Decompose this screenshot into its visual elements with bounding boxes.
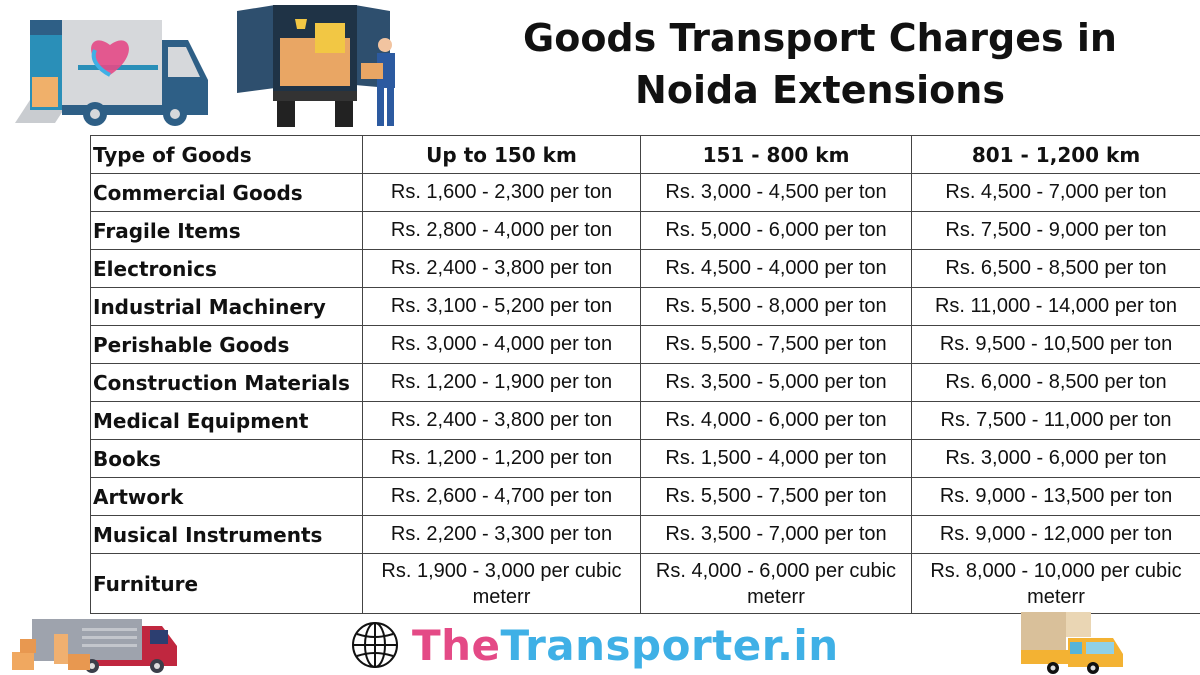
rate-cell: Rs. 5,500 - 8,000 per ton (640, 287, 912, 326)
column-header-801-1200: 801 - 1,200 km (911, 135, 1200, 174)
globe-icon (352, 622, 398, 668)
goods-type-cell: Commercial Goods (90, 173, 363, 212)
brand-name-part-2: Transporter.in (500, 620, 839, 670)
goods-type-cell: Industrial Machinery (90, 287, 363, 326)
page-title: Goods Transport Charges in Noida Extensi… (470, 12, 1170, 116)
rate-cell: Rs. 1,900 - 3,000 per cubic meterr (362, 553, 641, 614)
column-header-type: Type of Goods (90, 135, 363, 174)
table-row: Books Rs. 1,200 - 1,200 per ton Rs. 1,50… (90, 439, 1200, 478)
goods-type-cell: Musical Instruments (90, 515, 363, 554)
rate-cell: Rs. 3,000 - 4,500 per ton (640, 173, 912, 212)
page-title-line-1: Goods Transport Charges in (523, 16, 1117, 60)
rate-cell: Rs. 1,200 - 1,200 per ton (362, 439, 641, 478)
rate-cell: Rs. 8,000 - 10,000 per cubic meterr (911, 553, 1200, 614)
goods-type-cell: Medical Equipment (90, 401, 363, 440)
rate-cell: Rs. 5,000 - 6,000 per ton (640, 211, 912, 250)
table-row: Construction Materials Rs. 1,200 - 1,900… (90, 363, 1200, 402)
rate-cell: Rs. 2,400 - 3,800 per ton (362, 249, 641, 288)
column-header-151-800: 151 - 800 km (640, 135, 912, 174)
rate-cell: Rs. 4,000 - 6,000 per ton (640, 401, 912, 440)
rate-cell: Rs. 4,500 - 4,000 per ton (640, 249, 912, 288)
table-row: Artwork Rs. 2,600 - 4,700 per ton Rs. 5,… (90, 477, 1200, 516)
rate-cell: Rs. 5,500 - 7,500 per ton (640, 477, 912, 516)
rate-cell: Rs. 1,500 - 4,000 per ton (640, 439, 912, 478)
rate-cell: Rs. 2,600 - 4,700 per ton (362, 477, 641, 516)
table-row: Fragile Items Rs. 2,800 - 4,000 per ton … (90, 211, 1200, 250)
rate-cell: Rs. 7,500 - 11,000 per ton (911, 401, 1200, 440)
rate-cell: Rs. 3,500 - 5,000 per ton (640, 363, 912, 402)
rate-cell: Rs. 3,000 - 4,000 per ton (362, 325, 641, 364)
brand-name-part-1: The (412, 620, 501, 670)
rate-cell: Rs. 1,600 - 2,300 per ton (362, 173, 641, 212)
page-title-line-2: Noida Extensions (635, 68, 1005, 112)
goods-type-cell: Perishable Goods (90, 325, 363, 364)
table-row: Furniture Rs. 1,900 - 3,000 per cubic me… (90, 553, 1200, 614)
table-row: Medical Equipment Rs. 2,400 - 3,800 per … (90, 401, 1200, 440)
goods-type-cell: Fragile Items (90, 211, 363, 250)
rate-cell: Rs. 4,000 - 6,000 per cubic meterr (640, 553, 912, 614)
rate-cell: Rs. 7,500 - 9,000 per ton (911, 211, 1200, 250)
table-row: Musical Instruments Rs. 2,200 - 3,300 pe… (90, 515, 1200, 554)
rate-cell: Rs. 11,000 - 14,000 per ton (911, 287, 1200, 326)
rate-cell: Rs. 4,500 - 7,000 per ton (911, 173, 1200, 212)
transport-charges-table: Type of Goods Up to 150 km 151 - 800 km … (90, 135, 1200, 614)
rate-cell: Rs. 5,500 - 7,500 per ton (640, 325, 912, 364)
rate-cell: Rs. 9,000 - 12,000 per ton (911, 515, 1200, 554)
rate-cell: Rs. 2,400 - 3,800 per ton (362, 401, 641, 440)
rate-cell: Rs. 6,500 - 8,500 per ton (911, 249, 1200, 288)
rate-cell: Rs. 2,200 - 3,300 per ton (362, 515, 641, 554)
goods-type-cell: Electronics (90, 249, 363, 288)
goods-type-cell: Construction Materials (90, 363, 363, 402)
rate-cell: Rs. 6,000 - 8,500 per ton (911, 363, 1200, 402)
red-truck-with-boxes-illustration (12, 619, 177, 673)
brand-footer: TheTransporter.in (350, 618, 839, 672)
goods-type-cell: Books (90, 439, 363, 478)
branded-moving-van-illustration (15, 20, 208, 126)
open-truck-loading-worker-illustration (237, 5, 395, 127)
rate-cell: Rs. 1,200 - 1,900 per ton (362, 363, 641, 402)
table-row: Industrial Machinery Rs. 3,100 - 5,200 p… (90, 287, 1200, 326)
rate-cell: Rs. 9,500 - 10,500 per ton (911, 325, 1200, 364)
column-header-up-to-150: Up to 150 km (362, 135, 641, 174)
rate-cell: Rs. 3,000 - 6,000 per ton (911, 439, 1200, 478)
goods-type-cell: Furniture (90, 553, 363, 614)
table-row: Electronics Rs. 2,400 - 3,800 per ton Rs… (90, 249, 1200, 288)
table-row: Commercial Goods Rs. 1,600 - 2,300 per t… (90, 173, 1200, 212)
brand-name: TheTransporter.in (412, 621, 839, 670)
table-row: Perishable Goods Rs. 3,000 - 4,000 per t… (90, 325, 1200, 364)
goods-type-cell: Artwork (90, 477, 363, 516)
yellow-delivery-truck-illustration (1021, 612, 1123, 674)
table-header-row: Type of Goods Up to 150 km 151 - 800 km … (90, 135, 1200, 174)
rate-cell: Rs. 9,000 - 13,500 per ton (911, 477, 1200, 516)
rate-cell: Rs. 2,800 - 4,000 per ton (362, 211, 641, 250)
rate-cell: Rs. 3,100 - 5,200 per ton (362, 287, 641, 326)
rate-cell: Rs. 3,500 - 7,000 per ton (640, 515, 912, 554)
